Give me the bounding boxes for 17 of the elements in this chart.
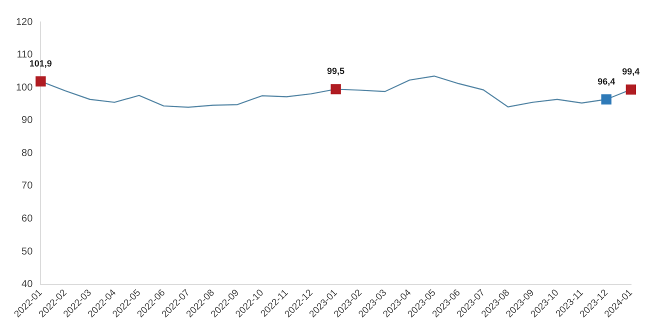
y-tick-label: 100 [16,82,34,94]
y-tick-label: 90 [22,115,34,126]
y-tick-label: 120 [16,16,34,28]
y-tick-label: 60 [22,213,34,224]
data-label: 99,4 [622,66,640,77]
data-label: 101,9 [29,58,52,68]
y-tick-label: 70 [22,180,34,192]
y-tick-label: 50 [22,246,34,258]
data-label: 96,4 [598,76,616,86]
point [36,76,46,86]
data-label: 99,5 [327,66,345,76]
y-tick-label: 80 [22,148,34,159]
y-tick-label: 110 [16,50,34,61]
point [626,84,636,95]
point [330,84,341,94]
y-tick-label: 40 [22,279,34,290]
point [601,94,612,104]
